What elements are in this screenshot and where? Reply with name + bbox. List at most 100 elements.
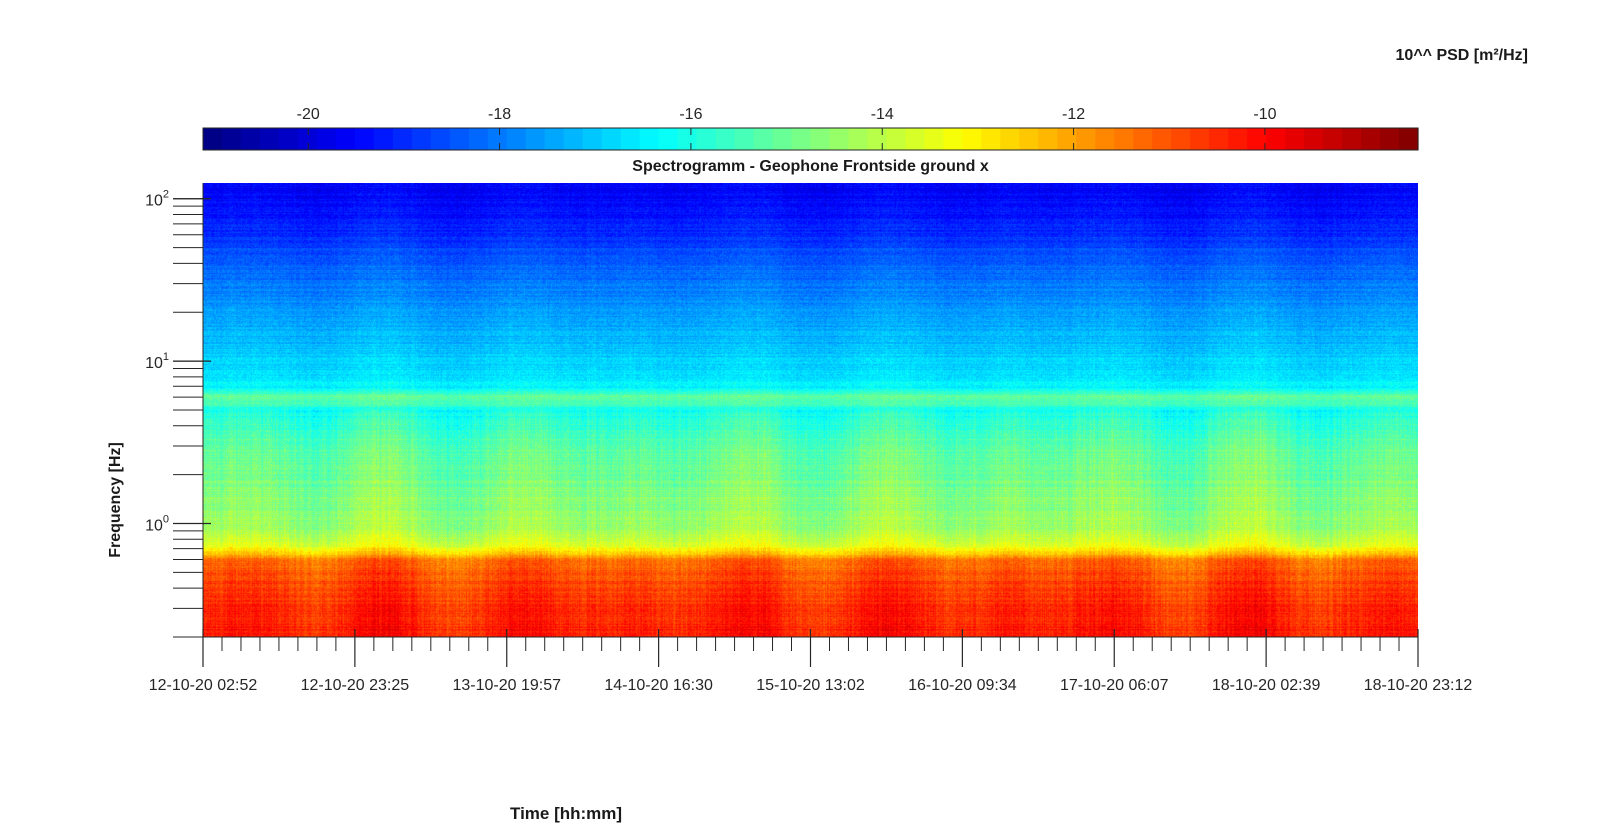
colorbar-segment	[1380, 128, 1400, 150]
colorbar-segment	[468, 128, 489, 150]
colorbar-segment	[259, 128, 280, 150]
colorbar-segment	[620, 128, 641, 150]
colorbar-segment	[1095, 128, 1115, 150]
colorbar-tick-label: -12	[1062, 106, 1085, 123]
chart-title: Spectrogramm - Geophone Frontside ground…	[632, 158, 989, 175]
colorbar-segment	[753, 128, 774, 150]
colorbar-segment	[1190, 128, 1210, 150]
colorbar-segment	[601, 128, 622, 150]
x-axis-ticks: 12-10-20 02:52 12-10-20 23:25 13-10-20 19:…	[149, 629, 1473, 694]
y-tick-exponent: 1	[163, 351, 169, 363]
y-tick-base: 10	[145, 355, 163, 372]
colorbar-segment	[791, 128, 812, 150]
colorbar-segment	[1209, 128, 1229, 150]
colorbar-segment	[1038, 128, 1058, 150]
colorbar-segment	[962, 128, 982, 150]
colorbar-segment	[772, 128, 793, 150]
colorbar-segment	[373, 128, 394, 150]
colorbar-tick-label: -10	[1253, 106, 1276, 123]
colorbar-segment	[525, 128, 546, 150]
colorbar-segment	[392, 128, 413, 150]
colorbar-segment	[1152, 128, 1172, 150]
colorbar-segment	[1361, 128, 1381, 150]
colorbar-segment	[1057, 128, 1077, 150]
y-tick-base: 10	[145, 193, 163, 210]
colorbar-segment	[943, 128, 963, 150]
colorbar-segment	[905, 128, 926, 150]
y-tick-exponent: 0	[163, 514, 169, 526]
x-tick-label: 12-10-20 23:25	[301, 677, 410, 694]
colorbar-segment	[1266, 128, 1286, 150]
x-tick-label: 16-10-20 09:34	[908, 677, 1017, 694]
colorbar-segment	[582, 128, 603, 150]
colorbar-segment	[544, 128, 565, 150]
colorbar-segment	[316, 128, 337, 150]
x-axis-label: Time [hh:mm]	[510, 804, 623, 823]
colorbar-segment	[1171, 128, 1191, 150]
colorbar-segment	[297, 128, 318, 150]
colorbar-segment	[411, 128, 432, 150]
colorbar-segment	[867, 128, 888, 150]
colorbar-segment	[1399, 128, 1419, 150]
y-tick-label: 100	[145, 514, 169, 535]
colorbar-segment	[1228, 128, 1248, 150]
colorbar-segment	[1247, 128, 1267, 150]
y-tick-exponent: 2	[163, 189, 169, 201]
spectrogram-heatmap	[203, 183, 1418, 637]
colorbar-segment	[449, 128, 470, 150]
colorbar-segment	[203, 128, 223, 150]
colorbar-label: 10^^ PSD [m²/Hz]	[1395, 47, 1528, 64]
colorbar-tick-label: -20	[297, 106, 320, 123]
colorbar-segment	[335, 128, 356, 150]
colorbar-tick-label: -18	[488, 106, 511, 123]
x-tick-label: 13-10-20 19:57	[452, 677, 561, 694]
y-tick-label: 102	[145, 189, 169, 210]
colorbar-segment	[886, 128, 907, 150]
colorbar-segment	[677, 128, 698, 150]
colorbar-segment	[221, 128, 242, 150]
colorbar-segment	[1285, 128, 1305, 150]
colorbar-segment	[1304, 128, 1324, 150]
x-tick-label: 14-10-20 16:30	[604, 677, 713, 694]
colorbar-segment	[1133, 128, 1153, 150]
colorbar-segment	[1114, 128, 1134, 150]
colorbar-segment	[658, 128, 679, 150]
colorbar-segment	[240, 128, 261, 150]
colorbar-segment	[487, 128, 508, 150]
x-tick-label: 18-10-20 02:39	[1212, 677, 1321, 694]
x-tick-label: 12-10-20 02:52	[149, 677, 258, 694]
colorbar-segment	[1000, 128, 1020, 150]
colorbar-segment	[563, 128, 584, 150]
colorbar: -20 -18 -16 -14 -12 -10	[202, 106, 1419, 151]
colorbar-segment	[829, 128, 850, 150]
x-tick-label: 18-10-20 23:12	[1364, 677, 1473, 694]
colorbar-segment	[1076, 128, 1096, 150]
colorbar-tick-label: -16	[679, 106, 702, 123]
y-tick-base: 10	[145, 518, 163, 535]
colorbar-segment	[810, 128, 831, 150]
colorbar-segment	[278, 128, 299, 150]
colorbar-segment	[1323, 128, 1343, 150]
colorbar-tick-label: -14	[871, 106, 894, 123]
colorbar-segment	[639, 128, 660, 150]
colorbar-frame	[202, 127, 1419, 151]
colorbar-segment	[924, 128, 944, 150]
x-tick-label: 15-10-20 13:02	[756, 677, 865, 694]
colorbar-segment	[506, 128, 527, 150]
colorbar-segment	[1019, 128, 1039, 150]
x-tick-label: 17-10-20 06:07	[1060, 677, 1169, 694]
colorbar-segment	[430, 128, 451, 150]
y-tick-label: 101	[145, 351, 169, 372]
colorbar-segment	[848, 128, 869, 150]
colorbar-segment	[734, 128, 755, 150]
colorbar-segment	[696, 128, 717, 150]
colorbar-segment	[354, 128, 375, 150]
colorbar-segment	[715, 128, 736, 150]
y-axis-label: Frequency [Hz]	[107, 442, 124, 558]
colorbar-segment	[1342, 128, 1362, 150]
colorbar-segment	[981, 128, 1001, 150]
